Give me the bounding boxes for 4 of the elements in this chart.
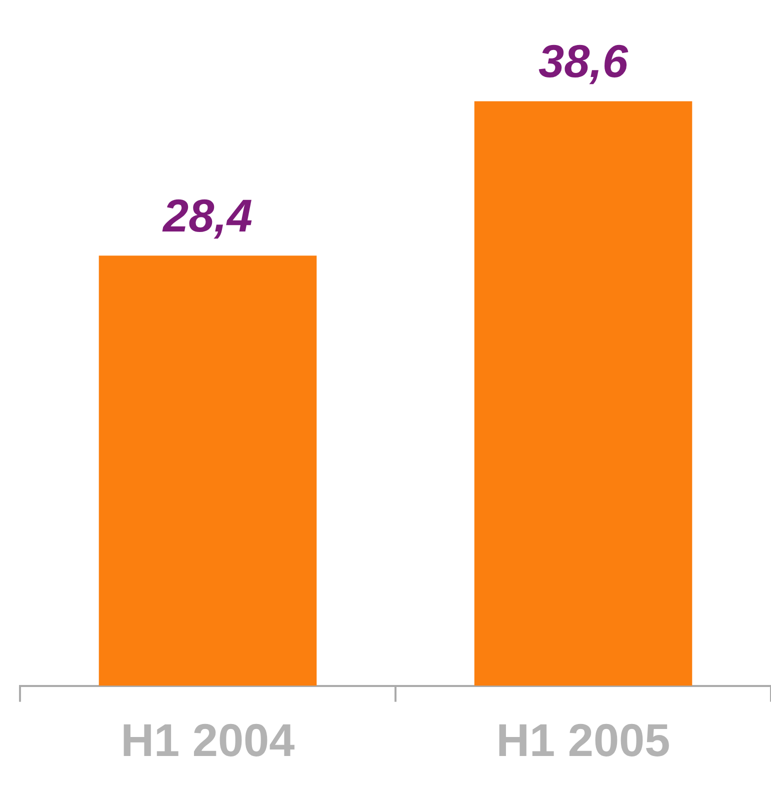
x-tick-label: H1 2004	[120, 714, 296, 766]
data-label: 38,6	[538, 34, 628, 87]
x-tick-label: H1 2005	[496, 714, 670, 766]
data-label: 28,4	[162, 189, 253, 242]
